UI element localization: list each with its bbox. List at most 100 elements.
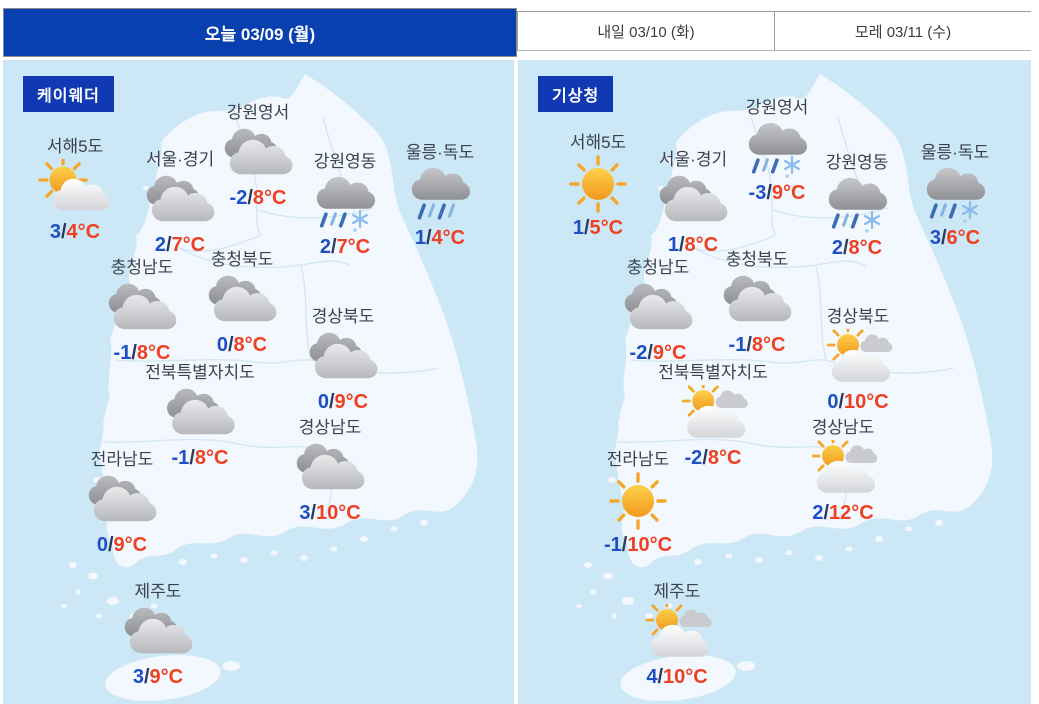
region-temperature: 3/9°C xyxy=(121,666,195,688)
region-label: 서울·경기 xyxy=(658,150,728,169)
temp-low: -1 xyxy=(728,334,747,356)
region-label: 서해5도 xyxy=(569,133,627,152)
temp-low: 1 xyxy=(572,217,584,239)
temp-low: -2 xyxy=(684,447,703,469)
tab-day-after-tomorrow[interactable]: 모레 03/11 (수) xyxy=(774,11,1031,51)
temp-separator: / xyxy=(842,237,849,259)
weather-icon xyxy=(308,174,382,232)
tab-today[interactable]: 오늘 03/09 (월) xyxy=(3,8,517,57)
weather-icon xyxy=(205,272,279,330)
tab-today-label: 오늘 03/09 (월) xyxy=(204,25,316,44)
region-label: 강원영동 xyxy=(313,152,377,171)
temp-separator: / xyxy=(583,217,590,239)
region-label: 전북특별자치도 xyxy=(145,363,255,382)
temp-high: 8°C xyxy=(684,234,719,256)
region-temperature: 2/7°C xyxy=(308,236,382,258)
temp-high: 12°C xyxy=(829,502,874,524)
region-forecast: 경상북도 0/10°C xyxy=(821,307,895,413)
weather-icon xyxy=(621,280,695,338)
temp-high: 8°C xyxy=(252,187,287,209)
region-label: 제주도 xyxy=(653,582,701,601)
temp-high: 9°C xyxy=(771,182,806,204)
region-temperature: -1/8°C xyxy=(720,334,794,356)
temp-low: 3 xyxy=(929,227,941,249)
temp-high: 8°C xyxy=(848,237,883,259)
region-temperature: -2/8°C xyxy=(221,187,295,209)
weather-icon xyxy=(821,329,895,387)
temp-low: 0 xyxy=(317,391,329,413)
temp-low: -2 xyxy=(229,187,248,209)
rain-snow-icon xyxy=(740,120,814,178)
temp-high: 8°C xyxy=(194,447,229,469)
region-forecast: 전라남도 -1/10°C xyxy=(601,450,675,556)
temp-high: 7°C xyxy=(336,236,371,258)
tab-tomorrow[interactable]: 내일 03/10 (화) xyxy=(517,11,774,51)
temp-low: 0 xyxy=(827,391,839,413)
temp-high: 10°C xyxy=(663,666,708,688)
region-temperature: 3/4°C xyxy=(38,221,112,243)
temp-low: 2 xyxy=(319,236,331,258)
weather-icon xyxy=(806,440,880,498)
region-temperature: 2/8°C xyxy=(820,237,894,259)
cloudy-icon xyxy=(621,280,695,338)
weather-icon xyxy=(38,159,112,217)
temp-low: 2 xyxy=(812,502,824,524)
source-badge: 케이웨더 xyxy=(23,76,114,112)
temp-high: 6°C xyxy=(946,227,981,249)
cloudy-icon xyxy=(306,329,380,387)
weather-icon xyxy=(561,155,635,213)
region-forecast: 충청남도 -2/9°C xyxy=(621,258,695,364)
weather-icon xyxy=(85,472,159,530)
rain-icon xyxy=(403,165,477,223)
temp-separator: / xyxy=(143,666,150,688)
region-forecast: 제주도 4/10°C xyxy=(640,582,714,688)
weather-icon xyxy=(293,440,367,498)
region-forecast: 충청남도 -1/8°C xyxy=(105,258,179,364)
region-temperature: 2/12°C xyxy=(806,502,880,524)
temp-low: 2 xyxy=(831,237,843,259)
region-forecast: 충청북도 0/8°C xyxy=(205,250,279,356)
region-forecast: 울릉·독도 3/6°C xyxy=(918,143,992,249)
weather-icon xyxy=(601,472,675,530)
region-label: 전라남도 xyxy=(90,450,154,469)
temp-low: 2 xyxy=(154,234,166,256)
weather-icon xyxy=(820,175,894,233)
temp-low: 1 xyxy=(414,227,426,249)
weather-icon xyxy=(306,329,380,387)
cloudy-icon xyxy=(105,280,179,338)
sunny-icon xyxy=(601,472,675,530)
region-label: 강원영서 xyxy=(745,98,809,117)
region-forecast: 서울·경기 2/7°C xyxy=(143,150,217,256)
temp-high: 10°C xyxy=(844,391,889,413)
region-temperature: -2/8°C xyxy=(658,447,767,469)
region-label: 충청남도 xyxy=(110,258,174,277)
region-label: 제주도 xyxy=(134,582,182,601)
region-label: 경상북도 xyxy=(826,307,890,326)
region-forecast: 경상남도 3/10°C xyxy=(293,418,367,524)
region-temperature: 1/4°C xyxy=(403,227,477,249)
temp-high: 5°C xyxy=(589,217,624,239)
kma-forecast-panel: 기상청 서해5도 1/5°C 서울·경기 1/8°C 강원영서 -3/9°C 강… xyxy=(518,60,1031,704)
cloudy-icon xyxy=(163,385,237,443)
temp-low: 3 xyxy=(49,221,61,243)
temp-low: 0 xyxy=(96,534,108,556)
temp-separator: / xyxy=(621,534,628,556)
temp-separator: / xyxy=(60,221,67,243)
temp-separator: / xyxy=(702,447,708,469)
temp-high: 8°C xyxy=(136,342,171,364)
region-label: 울릉·독도 xyxy=(405,143,475,162)
rain-snow-icon xyxy=(820,175,894,233)
sun-clouds-icon xyxy=(821,329,895,387)
temp-high: 9°C xyxy=(113,534,148,556)
temp-low: 1 xyxy=(667,234,679,256)
region-forecast: 충청북도 -1/8°C xyxy=(720,250,794,356)
sun-cloud-icon xyxy=(38,159,112,217)
region-forecast: 강원영동 2/8°C xyxy=(820,153,894,259)
temp-low: 4 xyxy=(646,666,658,688)
region-temperature: -1/10°C xyxy=(601,534,675,556)
region-forecast: 경상남도 2/12°C xyxy=(806,418,880,524)
cloudy-icon xyxy=(221,125,295,183)
temp-separator: / xyxy=(766,182,772,204)
temp-high: 8°C xyxy=(707,447,742,469)
